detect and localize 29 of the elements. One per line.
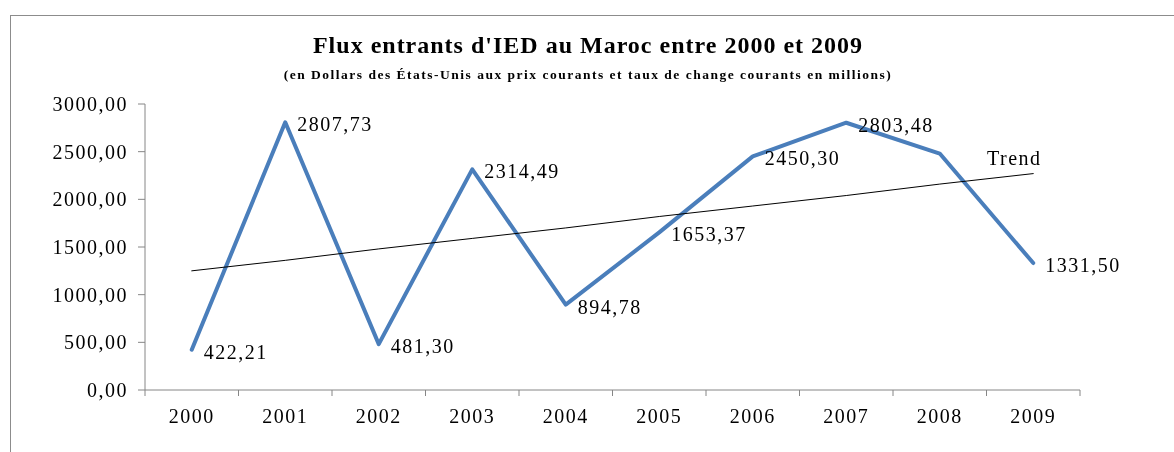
x-tick-label: 2009 [1010, 405, 1057, 427]
series-label: Trend [986, 146, 1042, 169]
data-label: 1653,37 [671, 223, 747, 246]
data-label: 2807,73 [297, 113, 373, 136]
x-tick-label: 2008 [916, 405, 963, 427]
x-tick-label: 2004 [542, 405, 589, 427]
x-tick-label: 2002 [355, 405, 402, 427]
y-tick-label: 2500,00 [52, 140, 128, 163]
data-label: 894,78 [577, 295, 642, 318]
data-label: 2314,49 [484, 160, 560, 183]
y-tick-label: 1000,00 [52, 283, 128, 306]
y-tick-label: 2000,00 [52, 188, 128, 211]
x-tick-label: 2001 [262, 405, 309, 427]
x-tick-label: 2005 [636, 405, 683, 427]
y-tick-label: 0,00 [87, 379, 128, 402]
y-tick-label: 1500,00 [52, 236, 128, 259]
data-label: 422,21 [203, 340, 268, 363]
x-tick-label: 2007 [823, 405, 870, 427]
x-tick-label: 2003 [449, 405, 496, 427]
data-label: 481,30 [390, 335, 455, 358]
chart-title: Flux entrants d'IED au Maroc entre 2000 et 2009 [311, 32, 865, 59]
data-label: 1331,50 [1045, 254, 1121, 277]
data-label: 2450,30 [764, 147, 841, 170]
y-tick-label: 500,00 [64, 331, 128, 354]
chart-subtitle: (en Dollars des États-Unis aux prix courants et taux de change courants en millions) [282, 67, 894, 83]
y-tick-label: 3000,00 [52, 93, 128, 116]
x-tick-label: 2006 [729, 405, 776, 427]
data-label: 2803,48 [858, 113, 934, 136]
x-tick-label: 2000 [168, 405, 215, 427]
